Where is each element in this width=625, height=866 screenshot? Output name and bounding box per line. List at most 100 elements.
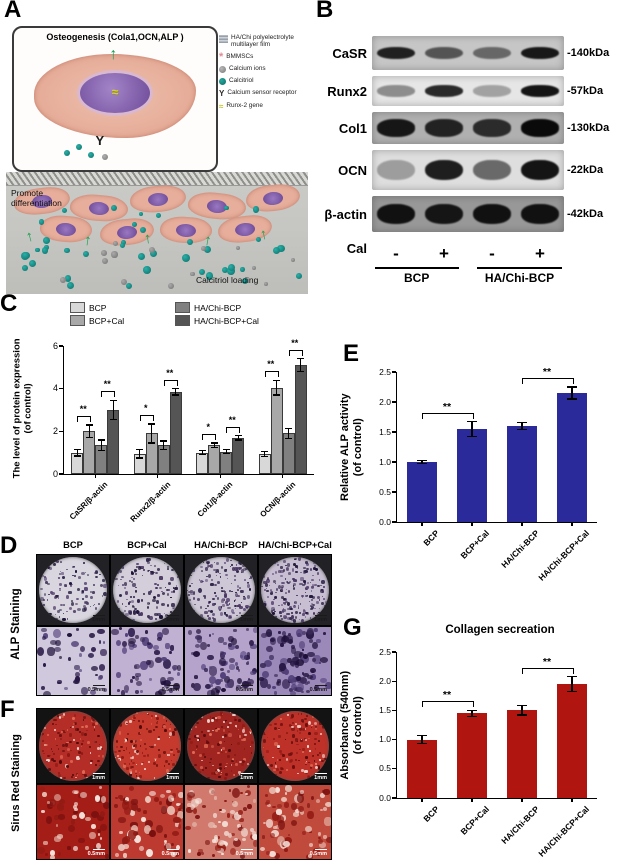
panel-b-label: B: [316, 0, 334, 23]
protein-label: Runx2: [327, 83, 367, 99]
specimen-image: 0.5mm: [258, 784, 332, 860]
group-label-bcp: BCP: [374, 267, 459, 285]
blot-row-col1: Col1 -130kDa: [315, 112, 625, 144]
bar: [270, 387, 283, 474]
significance-label: **: [79, 403, 87, 414]
blot-strip: [372, 196, 564, 232]
calcitriol-dot-icon: [64, 150, 70, 156]
x-tick-label: HA/Chi-BCP+Cal: [536, 528, 592, 583]
blot-band: [377, 203, 415, 225]
sirius-red-staining-label: Sirus Red Staining: [10, 734, 22, 832]
specimen-image: 1mm: [258, 554, 332, 626]
blot-band: [473, 159, 511, 181]
blot-band: [473, 119, 511, 137]
x-tick-label: BCP: [421, 804, 442, 824]
blot-band: [521, 203, 559, 225]
blot-strip: [372, 36, 564, 70]
sirius-red-images: 1mm 1mm 1mm 1mm 0.5mm 0.5mm 0.5mm 0.5mm: [36, 708, 332, 860]
scale-label: 0.5mm: [161, 687, 179, 693]
scale-label: 0.5mm: [309, 851, 327, 857]
specimen-image: 1mm: [258, 708, 332, 784]
bar: [457, 429, 487, 522]
calcium-sensor-receptor-icon: Y: [95, 133, 105, 148]
molecular-weight-label: -57kDa: [567, 85, 604, 97]
differentiation-illustration: Promote differentiation Calcitriol loadi…: [6, 172, 308, 294]
legend-item: * BMMSCs: [219, 50, 254, 63]
specimen-image: 1mm: [110, 708, 184, 784]
specimen-image: 0.5mm: [184, 626, 258, 696]
bar: [507, 426, 537, 522]
blot-row-bactin: β-actin -42kDa: [315, 196, 625, 232]
blot-band: [425, 203, 463, 225]
scale-label: 0.5mm: [87, 687, 105, 693]
panel-c-label: C: [0, 290, 18, 317]
alp-column-headers: BCP BCP+Cal HA/Chi-BCP HA/Chi-BCP+Cal: [36, 540, 332, 550]
bar: [208, 445, 221, 474]
protein-label: CaSR: [332, 45, 367, 61]
bar: [407, 462, 437, 522]
panel-b-western-blot: CaSR -140kDa Runx2 -57kDa Col1 -130kDa O…: [315, 0, 625, 298]
legend-item: BCP+Cal: [70, 315, 124, 326]
film-icon: [219, 34, 228, 43]
gene-icon: ≈: [219, 101, 224, 111]
x-tick-label: HA/Chi-BCP: [499, 804, 542, 846]
significance-label: **: [267, 359, 275, 370]
legend-item: ≈ Runx-2 gene: [219, 101, 263, 111]
bar: [407, 739, 437, 798]
blot-row-ocn: OCN -22kDa: [315, 150, 625, 190]
y-axis-label: Absorbance (540nm) (of control): [338, 670, 364, 780]
blot-band: [377, 46, 415, 60]
blot-band: [521, 85, 559, 97]
x-tick-label: BCP: [421, 528, 442, 548]
panel-d-label: D: [0, 532, 18, 559]
legend-item: Calcitriol: [219, 77, 315, 85]
specimen-image: 1mm: [184, 708, 258, 784]
molecular-weight-label: -140kDa: [567, 47, 610, 59]
up-arrow-icon: ↑: [82, 231, 93, 250]
molecular-weight-label: -42kDa: [567, 208, 604, 220]
protein-label: β-actin: [324, 206, 367, 222]
blot-band: [473, 85, 511, 97]
molecular-weight-label: -130kDa: [567, 122, 610, 134]
blot-band: [425, 85, 463, 97]
panel-e-label: E: [343, 340, 360, 367]
significance-label: **: [542, 366, 552, 378]
runx2-gene-icon: ≈: [111, 84, 119, 99]
specimen-image: 0.5mm: [110, 626, 184, 696]
scale-label: 0.5mm: [309, 687, 327, 693]
significance-label: **: [228, 414, 236, 425]
x-tick-label: HA/Chi-BCP+Cal: [536, 804, 592, 859]
column-header: HA/Chi-BCP: [194, 540, 248, 550]
calcium-ion-icon: [219, 65, 226, 73]
protein-label: OCN: [338, 162, 367, 178]
bar: [282, 433, 295, 474]
scale-label: 0.5mm: [161, 851, 179, 857]
bar: [169, 391, 182, 474]
significance-label: **: [442, 400, 452, 413]
scale-label: 1mm: [166, 617, 179, 623]
blot-band: [425, 159, 463, 181]
blot-band: [377, 119, 415, 137]
blot-band: [521, 46, 559, 60]
cell-nucleus: ≈: [77, 69, 153, 116]
scale-label: 1mm: [92, 617, 105, 623]
group-row: BCP HA/Chi-BCP: [315, 264, 625, 288]
column-header: HA/Chi-BCP+Cal: [258, 540, 332, 550]
x-tick-label: BCP+Cal: [458, 528, 492, 561]
significance-label: **: [291, 337, 299, 348]
up-arrow-icon: ↑: [202, 231, 213, 250]
blot-strip: [372, 112, 564, 144]
scale-label: 1mm: [240, 617, 253, 623]
up-arrow-icon: ↑: [109, 46, 118, 63]
cal-sign: +: [535, 244, 545, 263]
specimen-image: 1mm: [36, 554, 110, 626]
cal-sign: +: [439, 244, 449, 263]
calcitriol-icon: [219, 77, 226, 85]
panel-d-alp-staining: BCP BCP+Cal HA/Chi-BCP HA/Chi-BCP+Cal AL…: [0, 536, 340, 704]
legend-item: HA/Chi polyelectrolyte multilayer film: [219, 34, 315, 49]
blot-band: [473, 203, 511, 225]
scale-label: 1mm: [314, 617, 327, 623]
cal-sign: -: [393, 244, 399, 263]
panel-f-sirius-red-staining: Sirus Red Staining 1mm 1mm 1mm 1mm 0.5mm 0.5m…: [0, 702, 340, 866]
